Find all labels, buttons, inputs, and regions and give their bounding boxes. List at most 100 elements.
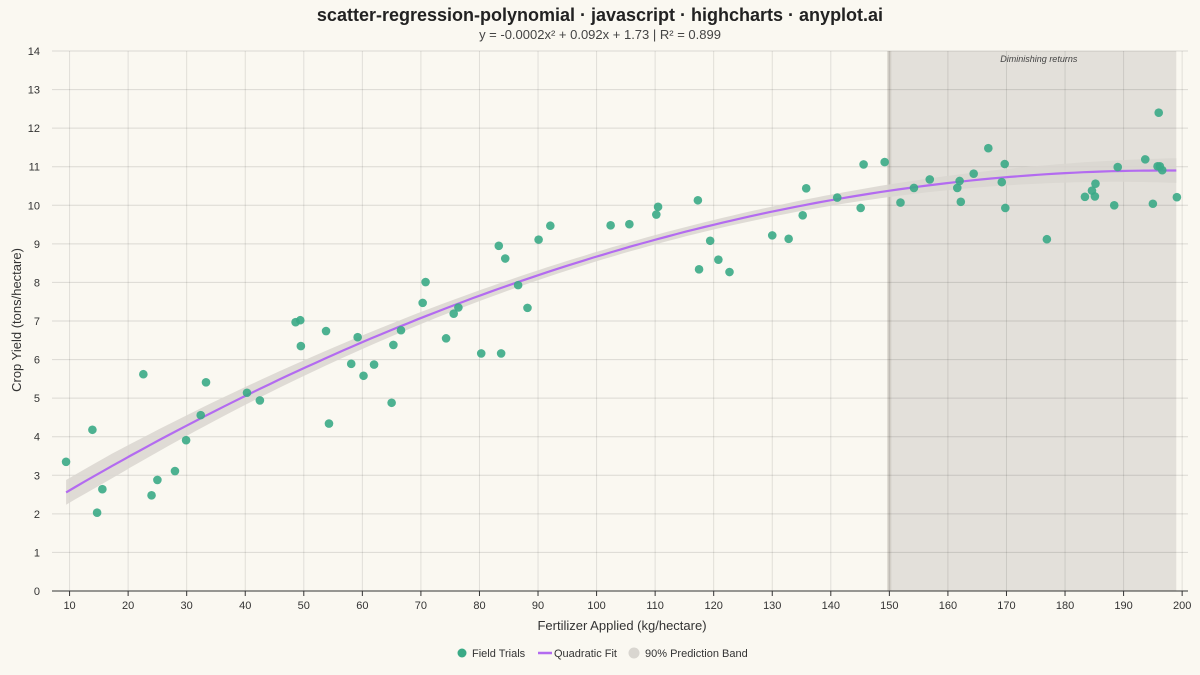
data-point[interactable]: [1080, 192, 1090, 202]
y-axis-title: Crop Yield (tons/hectare): [9, 248, 24, 392]
data-point[interactable]: [147, 491, 156, 500]
x-tick-label: 40: [239, 600, 251, 612]
data-point[interactable]: [88, 425, 97, 435]
data-point[interactable]: [494, 241, 504, 251]
data-point[interactable]: [880, 157, 889, 167]
data-point[interactable]: [1000, 159, 1010, 169]
x-tick-label: 150: [880, 600, 898, 612]
data-point[interactable]: [359, 371, 368, 381]
y-tick-label: 10: [28, 200, 40, 212]
data-point[interactable]: [61, 457, 71, 467]
data-point[interactable]: [652, 210, 661, 219]
data-point[interactable]: [859, 160, 868, 169]
x-tick-label: 80: [473, 600, 485, 612]
data-point[interactable]: [255, 396, 265, 405]
data-point[interactable]: [1140, 155, 1150, 164]
x-tick-label: 10: [63, 600, 75, 612]
data-point[interactable]: [606, 221, 615, 230]
data-point[interactable]: [353, 332, 362, 342]
data-point[interactable]: [242, 388, 252, 398]
data-point[interactable]: [694, 265, 704, 274]
data-point[interactable]: [909, 183, 919, 193]
data-point[interactable]: [523, 303, 532, 313]
legend: Field Trials Quadratic Fit 90% Predictio…: [457, 647, 748, 661]
legend-marker-field-trials: [457, 648, 467, 658]
x-tick-label: 20: [122, 600, 134, 612]
data-point[interactable]: [139, 369, 148, 379]
x-tick-label: 180: [1056, 600, 1074, 612]
data-point[interactable]: [1172, 192, 1182, 202]
y-tick-label: 11: [29, 162, 40, 174]
data-point[interactable]: [1157, 165, 1167, 175]
data-point[interactable]: [153, 475, 162, 485]
data-point[interactable]: [201, 378, 211, 387]
data-point[interactable]: [705, 236, 715, 246]
data-point[interactable]: [295, 315, 305, 325]
data-point[interactable]: [997, 177, 1007, 187]
data-point[interactable]: [1148, 199, 1158, 209]
data-point[interactable]: [181, 435, 191, 445]
legend-marker-prediction-band: [628, 647, 640, 659]
data-point[interactable]: [955, 176, 964, 186]
x-tick-label: 100: [587, 600, 605, 612]
data-point[interactable]: [896, 198, 905, 207]
data-point[interactable]: [1090, 192, 1100, 201]
data-point[interactable]: [98, 484, 107, 494]
legend-item-field-trials[interactable]: Field Trials: [457, 648, 526, 660]
data-point[interactable]: [1042, 234, 1052, 244]
y-tick-label: 6: [34, 355, 40, 367]
data-point[interactable]: [1109, 200, 1119, 210]
data-point[interactable]: [454, 303, 463, 312]
data-point[interactable]: [321, 326, 331, 336]
data-point[interactable]: [196, 410, 206, 420]
data-point[interactable]: [324, 419, 334, 428]
data-point[interactable]: [1113, 162, 1123, 172]
data-point[interactable]: [546, 221, 555, 231]
data-point[interactable]: [389, 340, 398, 350]
x-tick-label: 70: [415, 600, 427, 612]
data-point[interactable]: [714, 255, 723, 264]
data-point[interactable]: [418, 298, 427, 308]
x-tick-label: 140: [822, 600, 840, 612]
data-point[interactable]: [513, 280, 523, 290]
data-point[interactable]: [92, 508, 102, 517]
x-tick-label: 50: [298, 600, 310, 612]
data-point[interactable]: [952, 183, 962, 193]
data-point[interactable]: [346, 359, 356, 369]
data-point[interactable]: [421, 277, 430, 287]
data-point[interactable]: [856, 203, 865, 213]
data-point[interactable]: [387, 398, 396, 408]
data-point[interactable]: [500, 254, 510, 263]
data-point[interactable]: [956, 197, 966, 207]
data-point[interactable]: [449, 309, 458, 318]
legend-item-prediction-band[interactable]: 90% Prediction Band: [628, 647, 748, 661]
data-point[interactable]: [969, 169, 978, 178]
data-point[interactable]: [534, 235, 543, 244]
data-point[interactable]: [925, 175, 935, 184]
data-point[interactable]: [798, 211, 807, 220]
data-point[interactable]: [496, 349, 506, 358]
data-point[interactable]: [725, 267, 734, 277]
data-point[interactable]: [170, 466, 180, 476]
data-point[interactable]: [476, 349, 486, 358]
data-point[interactable]: [693, 195, 703, 205]
y-tick-label: 3: [34, 470, 40, 482]
data-point[interactable]: [832, 193, 842, 202]
data-point[interactable]: [1001, 203, 1010, 213]
data-point[interactable]: [984, 143, 993, 153]
data-point[interactable]: [767, 231, 777, 240]
data-point[interactable]: [653, 202, 663, 212]
y-tick-label: 2: [34, 509, 40, 521]
data-point[interactable]: [441, 334, 451, 343]
legend-item-quadratic-fit[interactable]: Quadratic Fit: [538, 648, 617, 660]
data-point[interactable]: [296, 341, 306, 351]
data-point[interactable]: [1091, 179, 1100, 188]
y-tick-label: 5: [34, 393, 40, 405]
y-tick-label: 0: [34, 586, 40, 598]
data-point[interactable]: [1154, 108, 1164, 118]
data-point[interactable]: [396, 325, 406, 335]
data-point[interactable]: [784, 234, 793, 244]
data-point[interactable]: [625, 219, 634, 229]
data-point[interactable]: [801, 184, 811, 193]
data-point[interactable]: [369, 360, 379, 369]
